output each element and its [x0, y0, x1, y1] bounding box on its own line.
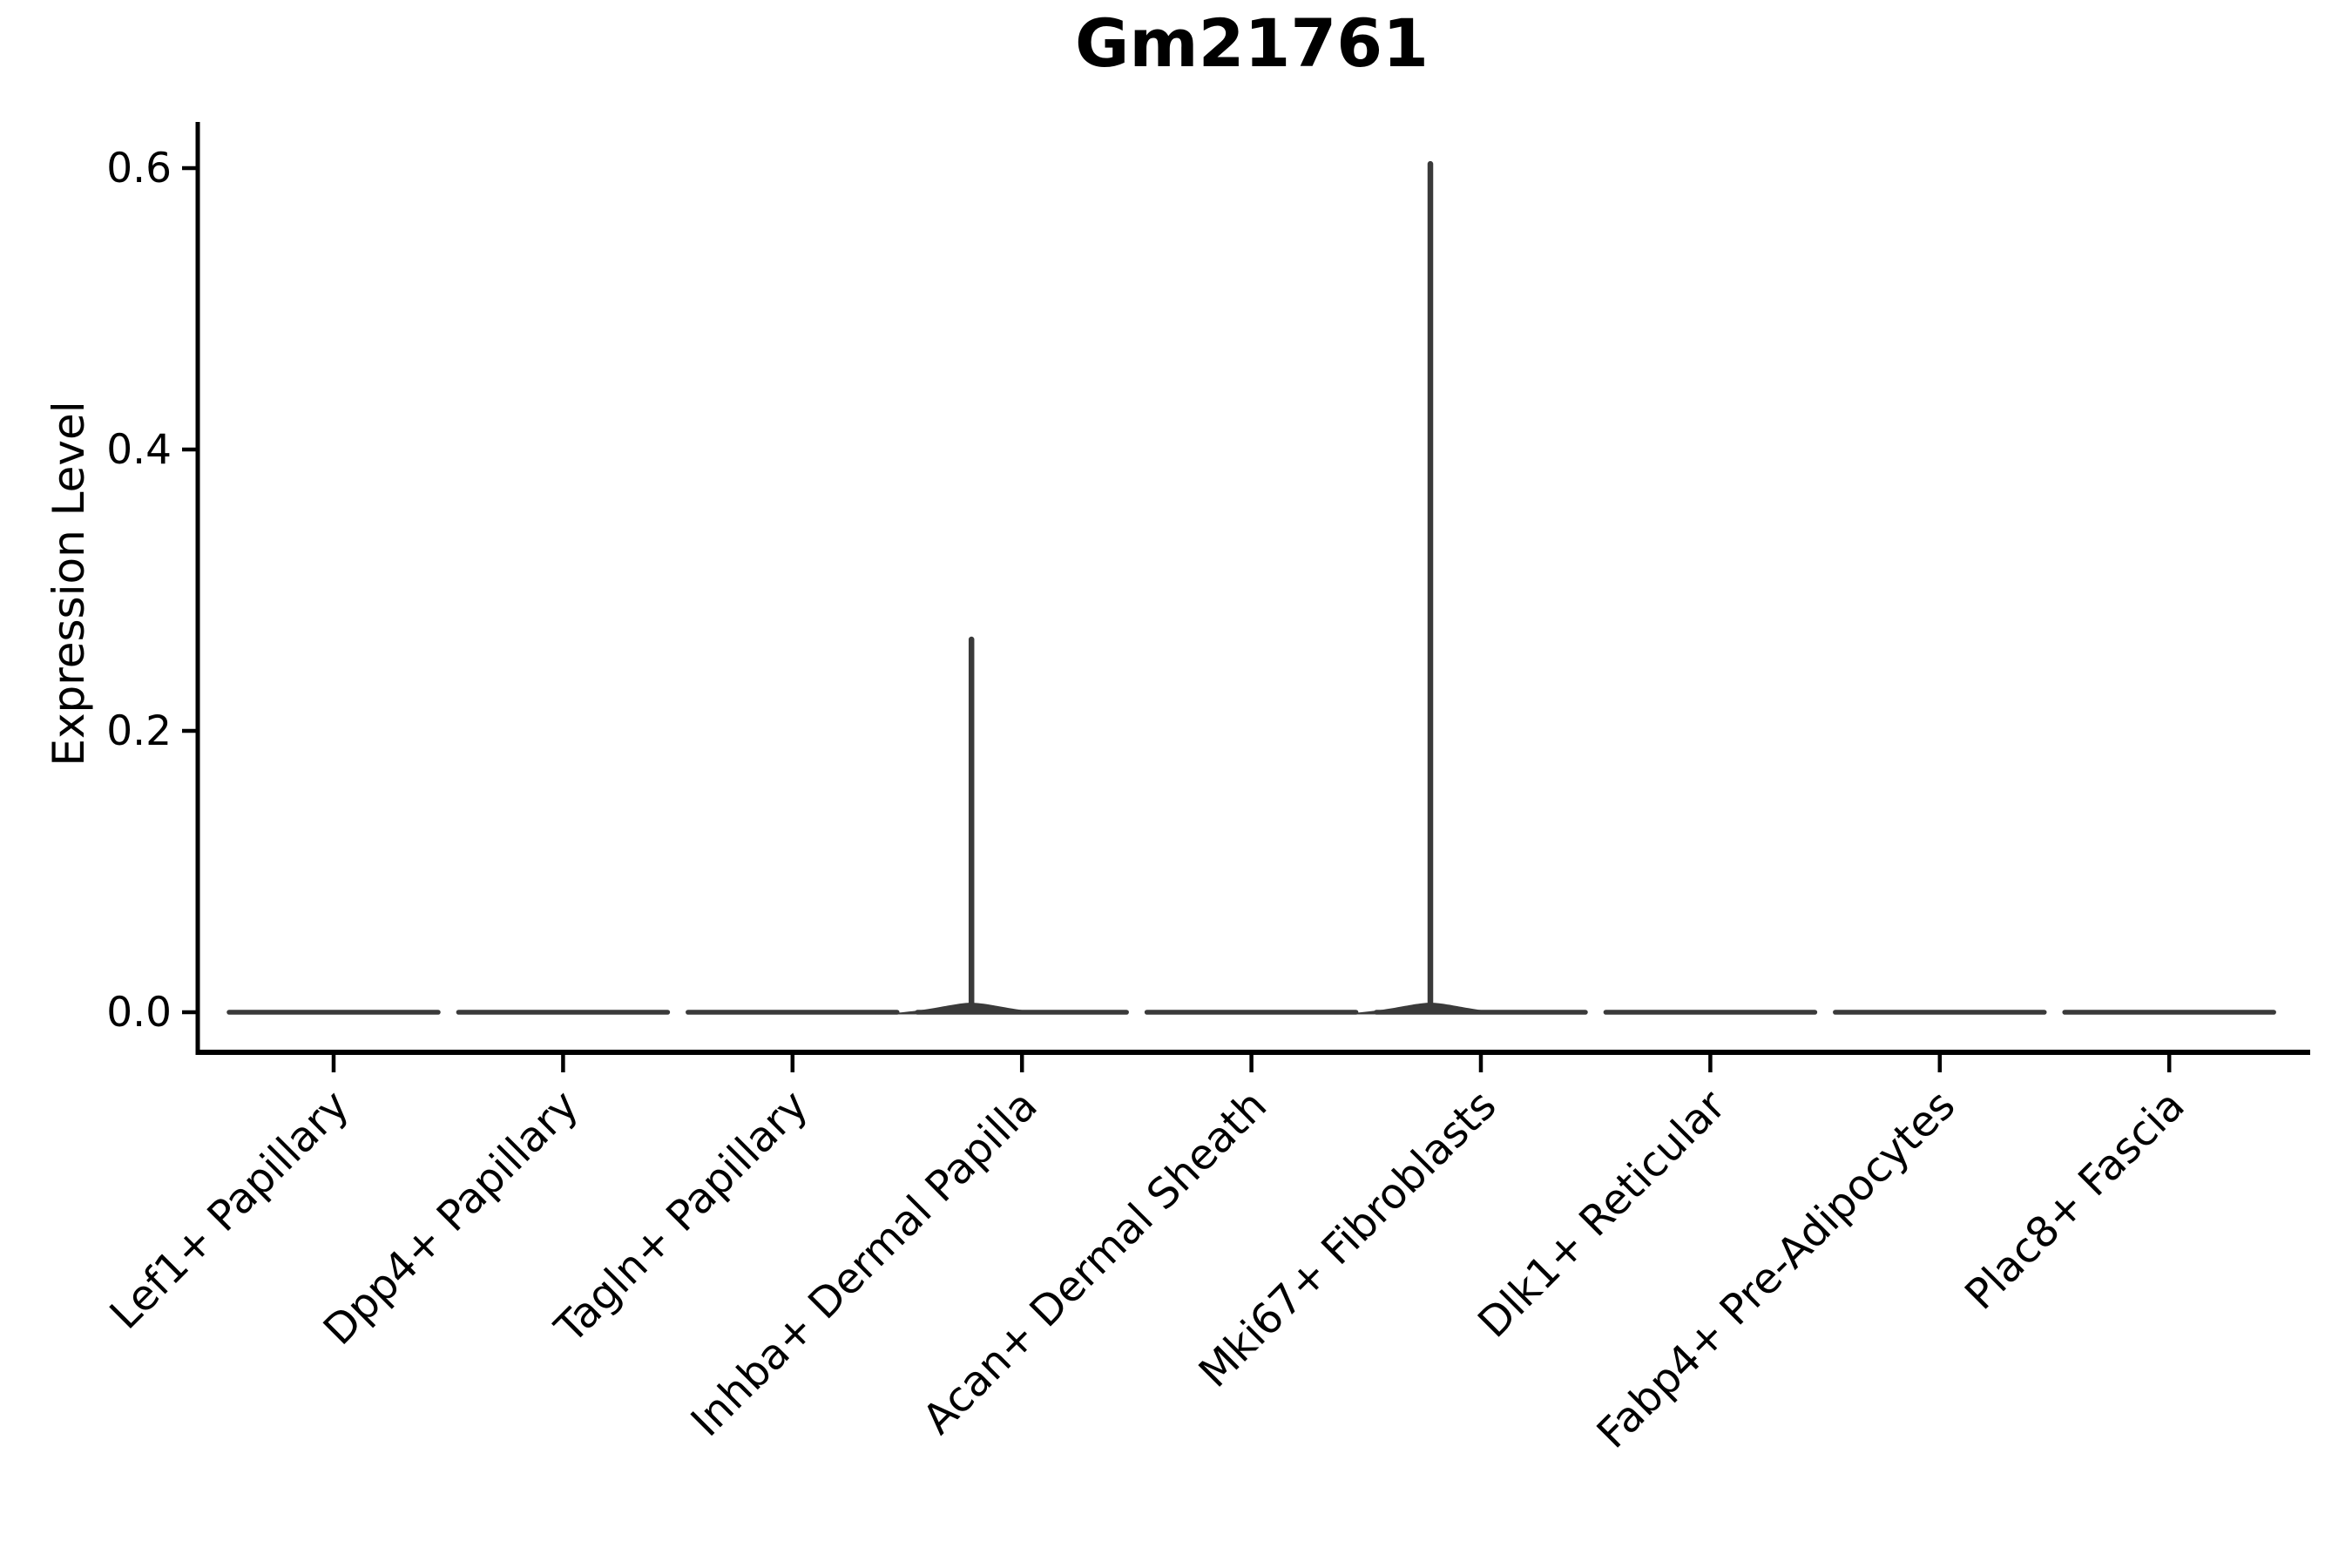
- chart-title: Gm21761: [1075, 4, 1429, 82]
- y-tick-label-0.2: 0.2: [106, 707, 172, 755]
- violins-layer: [226, 160, 2276, 1015]
- x-tick-label-plac8-fascia: Plac8+ Fascia: [1956, 1081, 2194, 1320]
- y-axis-label: Expression Level: [44, 401, 94, 766]
- violin-inhba-dermal-papilla: [874, 636, 1129, 1015]
- x-tick-label-dlk1-reticular: Dlk1+ Reticular: [1469, 1081, 1735, 1348]
- x-tick-label-lef1-papillary: Lef1+ Papillary: [101, 1081, 359, 1339]
- y-tick-label-0.6: 0.6: [106, 145, 172, 193]
- x-tick-label-tagln-papillary: Tagln+ Papillary: [545, 1081, 817, 1353]
- violin-mki67-fibroblasts: [1333, 160, 1588, 1015]
- axes-layer: [182, 122, 2310, 1072]
- y-tick-label-0.4: 0.4: [106, 426, 172, 474]
- y-tick-label-0.0: 0.0: [106, 989, 172, 1037]
- x-tick-label-dpp4-papillary: Dpp4+ Papillary: [314, 1081, 588, 1355]
